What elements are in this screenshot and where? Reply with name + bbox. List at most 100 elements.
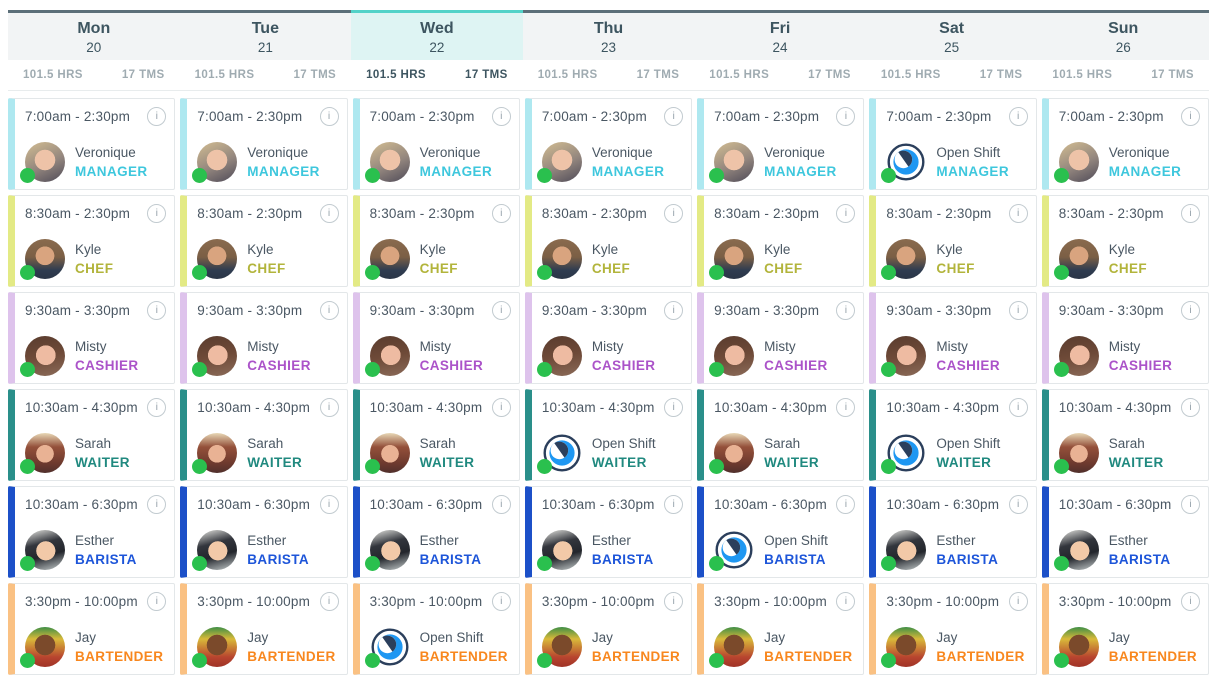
shift-card[interactable]: 10:30am - 6:30pm i Esther BARISTA — [8, 486, 176, 578]
info-icon[interactable]: i — [836, 204, 856, 223]
open-shift-card[interactable]: 3:30pm - 10:00pm i Open Shift BARTENDER — [352, 583, 520, 675]
shift-time: 3:30pm - 10:00pm — [369, 594, 483, 609]
shift-card[interactable]: 3:30pm - 10:00pm i Jay BARTENDER — [524, 583, 693, 675]
info-icon[interactable]: i — [836, 398, 856, 417]
shift-card[interactable]: 9:30am - 3:30pm i Misty CASHIER — [352, 292, 520, 384]
info-icon[interactable]: i — [147, 301, 167, 320]
info-icon[interactable]: i — [1008, 204, 1028, 223]
info-icon[interactable]: i — [491, 495, 511, 514]
info-icon[interactable]: i — [1181, 398, 1200, 417]
info-icon[interactable]: i — [1008, 592, 1028, 611]
shift-card[interactable]: 10:30am - 4:30pm i Sarah WAITER — [352, 389, 520, 481]
day-header-wed[interactable]: Wed 22 — [351, 10, 523, 60]
shift-card[interactable]: 10:30am - 4:30pm i Sarah WAITER — [697, 389, 865, 481]
day-header-thu[interactable]: Thu 23 — [522, 10, 695, 60]
info-icon[interactable]: i — [319, 301, 339, 320]
shift-card[interactable]: 7:00am - 2:30pm i Veronique MANAGER — [8, 98, 176, 190]
employee-name: Open Shift — [591, 436, 656, 451]
info-icon[interactable]: i — [664, 107, 684, 126]
shift-card[interactable]: 3:30pm - 10:00pm i Jay BARTENDER — [697, 583, 865, 675]
info-icon[interactable]: i — [147, 107, 167, 126]
shift-card[interactable]: 10:30am - 6:30pm i Esther BARISTA — [1041, 486, 1209, 578]
info-icon[interactable]: i — [664, 301, 684, 320]
info-icon[interactable]: i — [1181, 301, 1200, 320]
info-icon[interactable]: i — [1181, 592, 1200, 611]
presence-dot — [20, 362, 35, 377]
info-icon[interactable]: i — [319, 592, 339, 611]
open-shift-card[interactable]: 10:30am - 6:30pm i Open Shift BARISTA — [697, 486, 865, 578]
info-icon[interactable]: i — [491, 204, 511, 223]
info-icon[interactable]: i — [1008, 107, 1028, 126]
open-shift-card[interactable]: 10:30am - 4:30pm i Open Shift WAITER — [524, 389, 693, 481]
info-icon[interactable]: i — [147, 495, 167, 514]
shift-card[interactable]: 8:30am - 2:30pm i Kyle CHEF — [524, 195, 693, 287]
info-icon[interactable]: i — [664, 495, 684, 514]
info-icon[interactable]: i — [1008, 398, 1028, 417]
info-icon[interactable]: i — [1008, 495, 1028, 514]
shift-card[interactable]: 7:00am - 2:30pm i Veronique MANAGER — [1041, 98, 1209, 190]
info-icon[interactable]: i — [836, 495, 856, 514]
shift-card[interactable]: 9:30am - 3:30pm i Misty CASHIER — [1041, 292, 1209, 384]
open-shift-card[interactable]: 10:30am - 4:30pm i Open Shift WAITER — [869, 389, 1037, 481]
info-icon[interactable]: i — [1008, 301, 1028, 320]
shift-card[interactable]: 9:30am - 3:30pm i Misty CASHIER — [697, 292, 865, 384]
shift-card[interactable]: 8:30am - 2:30pm i Kyle CHEF — [8, 195, 176, 287]
shift-card[interactable]: 3:30pm - 10:00pm i Jay BARTENDER — [8, 583, 176, 675]
info-icon[interactable]: i — [664, 592, 684, 611]
info-icon[interactable]: i — [491, 592, 511, 611]
shift-card[interactable]: 8:30am - 2:30pm i Kyle CHEF — [869, 195, 1037, 287]
shift-card[interactable]: 9:30am - 3:30pm i Misty CASHIER — [869, 292, 1037, 384]
shift-card[interactable]: 9:30am - 3:30pm i Misty CASHIER — [180, 292, 348, 384]
shift-card[interactable]: 3:30pm - 10:00pm i Jay BARTENDER — [869, 583, 1037, 675]
info-icon[interactable]: i — [1181, 204, 1200, 223]
shift-card[interactable]: 8:30am - 2:30pm i Kyle CHEF — [697, 195, 865, 287]
info-icon[interactable]: i — [147, 398, 167, 417]
shift-card[interactable]: 10:30am - 6:30pm i Esther BARISTA — [524, 486, 693, 578]
info-icon[interactable]: i — [491, 398, 511, 417]
info-icon[interactable]: i — [664, 398, 684, 417]
day-header-fri[interactable]: Fri 24 — [694, 10, 866, 60]
info-icon[interactable]: i — [664, 204, 684, 223]
day-header-mon[interactable]: Mon 20 — [8, 10, 180, 60]
shift-card[interactable]: 9:30am - 3:30pm i Misty CASHIER — [8, 292, 176, 384]
info-icon[interactable]: i — [319, 495, 339, 514]
shift-card[interactable]: 7:00am - 2:30pm i Veronique MANAGER — [180, 98, 348, 190]
shift-card[interactable]: 8:30am - 2:30pm i Kyle CHEF — [180, 195, 348, 287]
shift-card[interactable]: 7:00am - 2:30pm i Veronique MANAGER — [524, 98, 693, 190]
info-icon[interactable]: i — [319, 204, 339, 223]
day-header-sun[interactable]: Sun 26 — [1037, 10, 1209, 60]
shift-card[interactable]: 10:30am - 4:30pm i Sarah WAITER — [180, 389, 348, 481]
employee-name: Open Shift — [419, 630, 484, 645]
info-icon[interactable]: i — [147, 592, 167, 611]
presence-dot — [709, 168, 725, 183]
presence-dot — [536, 168, 552, 183]
info-icon[interactable]: i — [836, 301, 856, 320]
shift-card[interactable]: 3:30pm - 10:00pm i Jay BARTENDER — [1041, 583, 1209, 675]
open-shift-pie-icon — [715, 531, 753, 569]
info-icon[interactable]: i — [836, 107, 856, 126]
shift-card-top: 8:30am - 2:30pm i — [197, 204, 339, 223]
shift-card[interactable]: 10:30am - 6:30pm i Esther BARISTA — [352, 486, 520, 578]
info-icon[interactable]: i — [491, 301, 511, 320]
shift-card[interactable]: 8:30am - 2:30pm i Kyle CHEF — [1041, 195, 1209, 287]
day-header-tue[interactable]: Tue 21 — [179, 10, 352, 60]
shift-card[interactable]: 8:30am - 2:30pm i Kyle CHEF — [352, 195, 520, 287]
shift-card[interactable]: 10:30am - 6:30pm i Esther BARISTA — [869, 486, 1037, 578]
shift-role: CASHIER — [419, 358, 484, 373]
info-icon[interactable]: i — [319, 107, 339, 126]
shift-card[interactable]: 7:00am - 2:30pm i Veronique MANAGER — [697, 98, 865, 190]
shift-card[interactable]: 10:30am - 4:30pm i Sarah WAITER — [8, 389, 176, 481]
shift-card[interactable]: 7:00am - 2:30pm i Veronique MANAGER — [352, 98, 520, 190]
info-icon[interactable]: i — [491, 107, 511, 126]
info-icon[interactable]: i — [1181, 107, 1200, 126]
info-icon[interactable]: i — [836, 592, 856, 611]
day-header-sat[interactable]: Sat 25 — [865, 10, 1038, 60]
info-icon[interactable]: i — [147, 204, 167, 223]
shift-card[interactable]: 10:30am - 4:30pm i Sarah WAITER — [1041, 389, 1209, 481]
shift-card[interactable]: 3:30pm - 10:00pm i Jay BARTENDER — [180, 583, 348, 675]
open-shift-card[interactable]: 7:00am - 2:30pm i Open Shift MANAGER — [869, 98, 1037, 190]
shift-card[interactable]: 10:30am - 6:30pm i Esther BARISTA — [180, 486, 348, 578]
info-icon[interactable]: i — [319, 398, 339, 417]
info-icon[interactable]: i — [1181, 495, 1200, 514]
shift-card[interactable]: 9:30am - 3:30pm i Misty CASHIER — [524, 292, 693, 384]
